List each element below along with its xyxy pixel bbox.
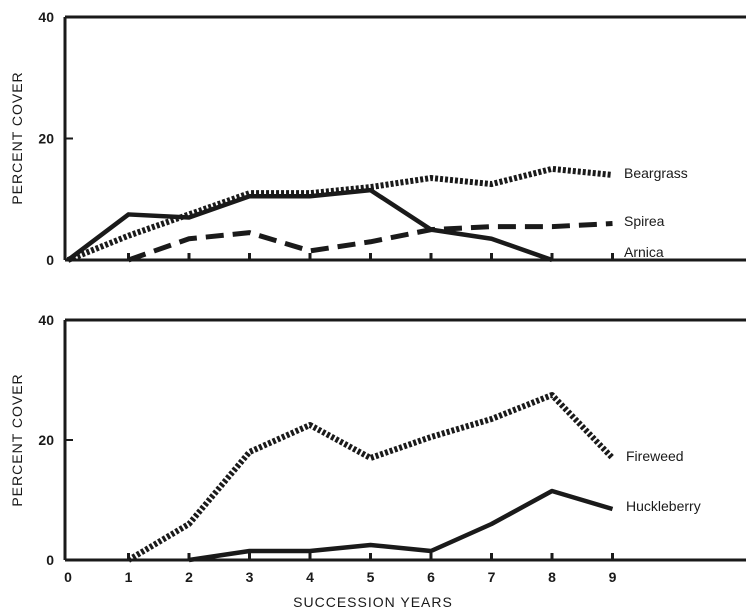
bottom-panel: 0 20 40 0 1 2 3 4 5 6 7 8 9 PERCENT COVER SUCCESSIO… [9, 312, 746, 610]
bottom-x-tick-label-2: 2 [185, 569, 193, 585]
bottom-x-tick-label-9: 9 [609, 569, 617, 585]
top-y-tick-label-20: 20 [38, 131, 54, 147]
bottom-x-tick-label-4: 4 [306, 569, 314, 585]
bottom-y-tick-label-20: 20 [38, 432, 54, 448]
bottom-x-tick-label-8: 8 [548, 569, 556, 585]
top-y-ticks: 0 20 40 [38, 9, 73, 268]
bottom-x-tick-label-7: 7 [488, 569, 496, 585]
series-label-huckleberry: Huckleberry [626, 498, 701, 514]
bottom-series-lines [126, 392, 615, 563]
bottom-x-tick-label-1: 1 [125, 569, 133, 585]
top-y-tick-label-40: 40 [38, 9, 54, 25]
top-y-axis-title: PERCENT COVER [9, 71, 25, 204]
bottom-y-axis-title: PERCENT COVER [9, 373, 25, 506]
series-line-beargrass [66, 165, 613, 263]
top-series-lines [66, 165, 613, 263]
series-label-spirea: Spirea [624, 213, 665, 229]
bottom-x-tick-label-3: 3 [246, 569, 254, 585]
bottom-x-tick-label-5: 5 [367, 569, 375, 585]
top-panel: 0 20 40 PERCENT COVER Beargrass Spirea Arn… [9, 9, 746, 268]
x-axis-title: SUCCESSION YEARS [293, 594, 453, 610]
bottom-y-tick-label-0: 0 [46, 552, 54, 568]
bottom-x-tick-label-0: 0 [64, 569, 72, 585]
series-line-arnica [66, 187, 553, 263]
series-line-huckleberry [188, 488, 614, 563]
series-label-arnica: Arnica [624, 244, 664, 260]
bottom-x-ticks: 0 1 2 3 4 5 6 7 8 9 [64, 553, 617, 585]
top-x-ticks [127, 253, 614, 260]
series-label-beargrass: Beargrass [624, 165, 688, 181]
bottom-y-tick-label-40: 40 [38, 312, 54, 328]
bottom-y-ticks: 0 20 40 [38, 312, 73, 568]
top-y-tick-label-0: 0 [46, 252, 54, 268]
series-line-fireweed [126, 392, 615, 563]
bottom-x-tick-label-6: 6 [427, 569, 435, 585]
series-label-fireweed: Fireweed [626, 448, 684, 464]
series-line-spirea [127, 221, 613, 263]
